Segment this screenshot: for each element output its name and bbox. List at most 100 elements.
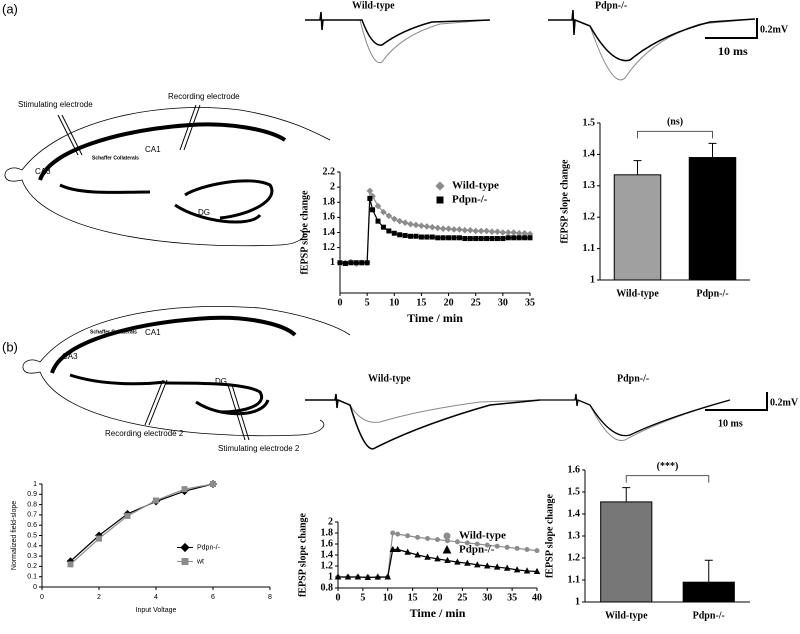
y-axis-label: fEPSP slope change bbox=[559, 159, 570, 243]
x-tick-label: 35 bbox=[525, 297, 535, 308]
electrode bbox=[144, 379, 164, 426]
y-tick-label: 0.9 bbox=[27, 491, 37, 498]
x-tick-label: 5 bbox=[365, 297, 370, 308]
marker bbox=[415, 534, 421, 540]
y-tick-label: 0.6 bbox=[27, 522, 37, 529]
marker bbox=[423, 223, 431, 230]
marker bbox=[374, 573, 382, 580]
marker bbox=[488, 228, 496, 236]
chart: 1 1.2 1.4 1.6 1.8 2 2.2 fEPSP slope change 0 5 10 1… bbox=[299, 166, 535, 324]
x-tick-label: 2 bbox=[97, 594, 101, 601]
x-tick-label: 0 bbox=[336, 592, 341, 603]
marker bbox=[390, 530, 396, 536]
electrode bbox=[179, 104, 197, 151]
chart: 0 0.1 0.2 0.3 0.4 0.5 0.6 0.7 0.8 0.9 1 Normalized … bbox=[11, 480, 272, 614]
dg-layer bbox=[174, 179, 274, 224]
hippocampus-diagram: Stimulating electrode Recording electrod… bbox=[4, 92, 331, 247]
y-tick-label: 1.1 bbox=[568, 574, 581, 585]
marker bbox=[473, 236, 479, 242]
scale-label: 0.2mV bbox=[760, 24, 789, 35]
marker bbox=[394, 545, 401, 552]
hippocampus-diagram: Schaffer Collaterals CA1 CA3 DG Recordin… bbox=[22, 306, 351, 453]
legend-label: Wild-type bbox=[452, 180, 499, 192]
y-tick-label: 1 bbox=[33, 481, 37, 488]
marker bbox=[96, 535, 102, 542]
electrode bbox=[227, 384, 246, 441]
marker bbox=[493, 563, 501, 570]
trace bbox=[305, 11, 491, 46]
marker bbox=[435, 235, 441, 241]
marker bbox=[466, 226, 474, 234]
marker bbox=[370, 207, 376, 213]
electrode bbox=[183, 104, 201, 151]
y-tick-label: 1 bbox=[575, 596, 580, 607]
trace-title: Wild-type bbox=[368, 373, 411, 384]
y-tick-label: 0.2 bbox=[27, 563, 37, 570]
x-tick-label: 8 bbox=[268, 594, 272, 601]
y-tick-label: 1.5 bbox=[583, 117, 596, 128]
marker bbox=[494, 228, 501, 236]
marker bbox=[483, 227, 490, 235]
trace-title: Wild-type bbox=[352, 0, 395, 11]
traces: Wild-type Pdpn-/- 0.2mV 10 ms bbox=[305, 373, 799, 450]
annotation: (***) bbox=[657, 461, 679, 472]
marker bbox=[534, 548, 540, 554]
marker bbox=[450, 226, 458, 233]
bracket bbox=[637, 130, 713, 139]
marker bbox=[344, 573, 352, 580]
marker bbox=[369, 192, 376, 200]
dg-layer bbox=[164, 381, 270, 416]
marker bbox=[454, 539, 460, 545]
marker bbox=[445, 225, 452, 233]
y-tick-label: 1 bbox=[330, 257, 335, 268]
bar bbox=[682, 581, 735, 603]
y-axis-label: Normalized field-slope bbox=[11, 501, 18, 570]
marker bbox=[439, 225, 447, 233]
marker bbox=[153, 497, 159, 504]
marker bbox=[440, 235, 446, 241]
y-tick-label: 0 bbox=[33, 584, 37, 591]
marker bbox=[472, 227, 480, 235]
legend-label: Pdpn-/- bbox=[197, 544, 221, 551]
diagram-label: CA3 bbox=[62, 352, 78, 361]
marker bbox=[384, 573, 391, 580]
y-axis-label: fEPSP slope change bbox=[544, 493, 555, 577]
marker bbox=[454, 558, 461, 565]
marker bbox=[523, 567, 531, 574]
y-tick-label: 1 bbox=[328, 571, 333, 582]
diagram-label: Schaffer Collaterals bbox=[90, 329, 137, 335]
marker bbox=[474, 561, 481, 568]
annotation: (ns) bbox=[667, 117, 683, 128]
x-tick-label: 30 bbox=[498, 297, 508, 308]
marker bbox=[484, 562, 491, 569]
marker bbox=[418, 234, 424, 240]
diagram-label: DG bbox=[198, 208, 210, 217]
diagram-label: CA3 bbox=[35, 167, 51, 176]
diagram-label: Recording electrode bbox=[168, 92, 240, 101]
outline bbox=[22, 306, 351, 437]
diagram-label: DG bbox=[215, 377, 227, 386]
x-tick-label: 0 bbox=[338, 297, 343, 308]
marker bbox=[500, 236, 506, 242]
marker bbox=[464, 559, 471, 566]
marker bbox=[385, 212, 393, 220]
marker bbox=[364, 573, 372, 581]
y-tick-label: 1.6 bbox=[568, 464, 581, 475]
marker bbox=[354, 573, 362, 580]
marker bbox=[533, 567, 541, 574]
x-tick-label: 35 bbox=[507, 592, 517, 603]
x-tick-label: 15 bbox=[408, 592, 418, 603]
marker bbox=[524, 547, 530, 552]
bar bbox=[688, 157, 737, 281]
ca-layer bbox=[38, 122, 287, 181]
x-tick-label: 20 bbox=[433, 592, 443, 603]
y-tick-label: 0.8 bbox=[321, 582, 334, 593]
marker bbox=[484, 236, 490, 242]
diagram-label: CA1 bbox=[145, 145, 161, 154]
marker bbox=[405, 533, 411, 539]
y-tick-label: 1.8 bbox=[323, 197, 336, 208]
marker bbox=[474, 541, 480, 547]
x-tick-label: 30 bbox=[482, 592, 492, 603]
chart: 1 1.1 1.2 1.3 1.4 1.5 1.6 fEPSP slope change Wil… bbox=[544, 461, 750, 621]
marker bbox=[462, 236, 468, 242]
